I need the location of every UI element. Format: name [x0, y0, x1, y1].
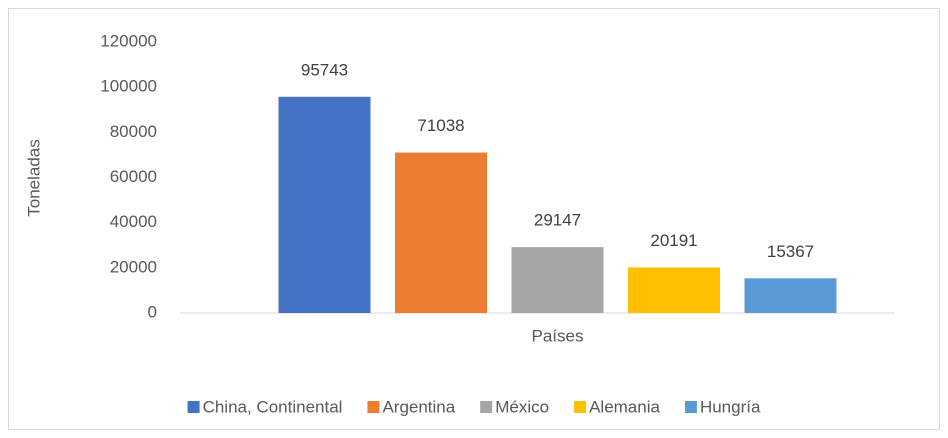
legend-swatch	[684, 401, 697, 413]
y-tick-label: 60000	[110, 167, 157, 186]
y-tick-label: 40000	[110, 212, 157, 231]
y-axis-title: Toneladas	[24, 139, 43, 217]
y-tick-label: 120000	[100, 31, 157, 50]
bar	[511, 247, 604, 313]
data-label: 20191	[650, 231, 697, 250]
legend-swatch	[480, 401, 493, 413]
data-label: 71038	[417, 116, 464, 135]
bar	[278, 96, 371, 313]
legend-label: México	[495, 397, 549, 416]
bar	[395, 152, 487, 313]
legend-label: China, Continental	[203, 397, 343, 416]
data-label: 15367	[767, 242, 814, 261]
legend-label: Hungría	[700, 397, 761, 416]
y-tick-label: 20000	[110, 257, 157, 276]
bar	[628, 267, 720, 313]
legend-swatch	[574, 401, 587, 413]
data-label: 95743	[301, 60, 348, 79]
legend-swatch	[187, 401, 200, 413]
data-label: 29147	[534, 211, 581, 230]
legend-label: Argentina	[382, 397, 455, 416]
legend-swatch	[367, 401, 380, 413]
bar	[744, 278, 837, 313]
y-tick-label: 0	[148, 302, 157, 321]
y-tick-label: 100000	[100, 77, 157, 96]
y-tick-label: 80000	[110, 122, 157, 141]
legend-label: Alemania	[589, 397, 660, 416]
x-tick-label: Países	[532, 326, 584, 345]
